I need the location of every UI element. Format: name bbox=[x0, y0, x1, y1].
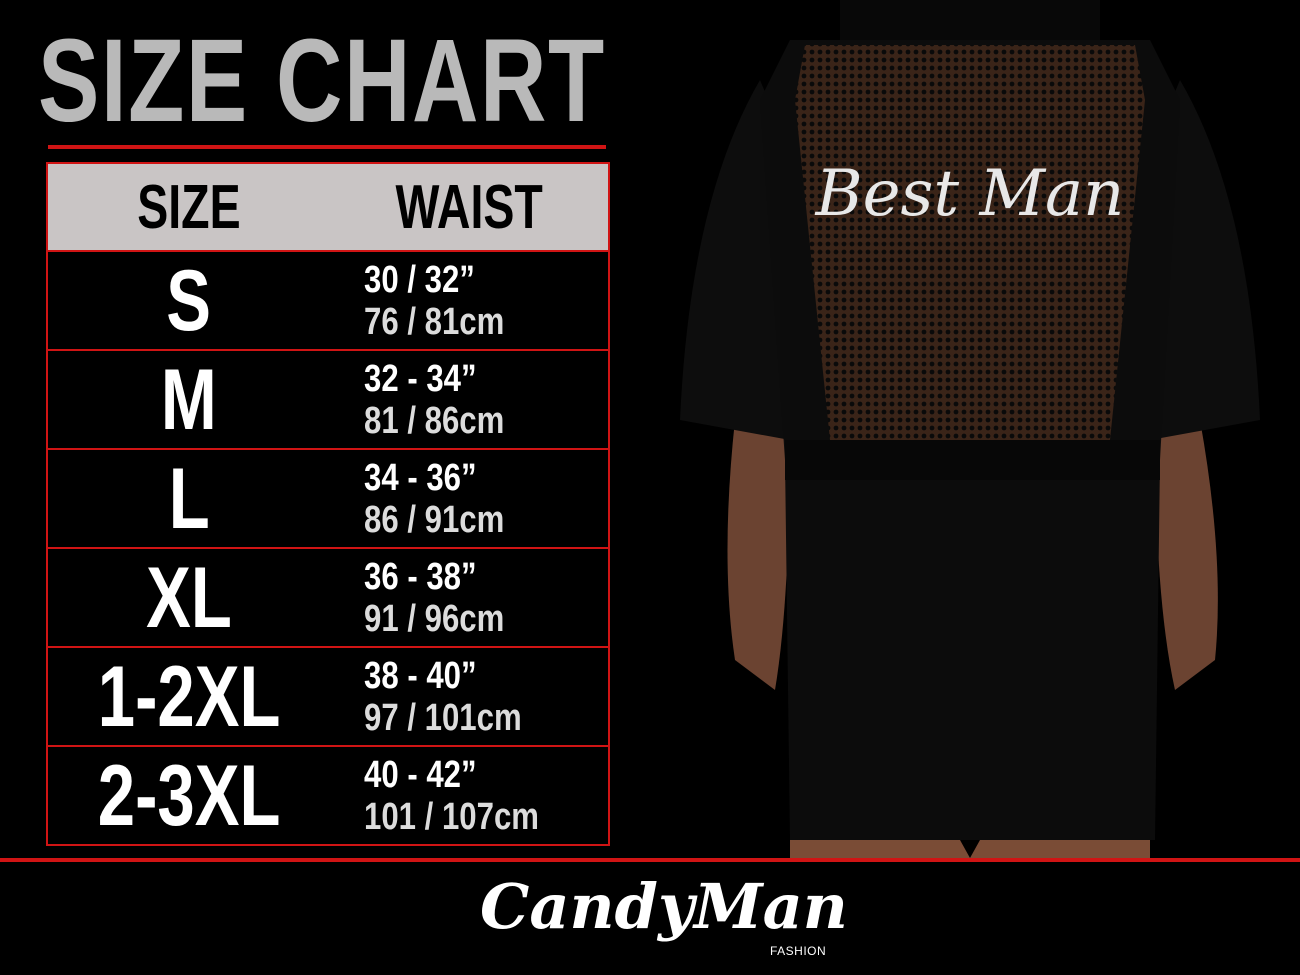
best-man-print: Best Man bbox=[815, 157, 1125, 231]
waist-cm: 91 / 96cm bbox=[364, 597, 505, 640]
brand-logo: CandyMan bbox=[480, 870, 848, 943]
waist-inches: 36 - 38” bbox=[364, 555, 477, 598]
waist-cell: 34 - 36” 86 / 91cm bbox=[364, 457, 504, 541]
size-value: 1-2XL bbox=[97, 648, 281, 745]
right-arm bbox=[1155, 420, 1218, 690]
waist-cell: 30 / 32” 76 / 81cm bbox=[364, 259, 504, 343]
table-row: S 30 / 32” 76 / 81cm bbox=[48, 252, 608, 351]
size-label: 2-3XL bbox=[48, 753, 330, 839]
table-row: L 34 - 36” 86 / 91cm bbox=[48, 450, 608, 549]
table-header: SIZE WAIST bbox=[48, 164, 608, 252]
size-value: L bbox=[168, 450, 210, 547]
waist-cm: 97 / 101cm bbox=[364, 696, 522, 739]
legs bbox=[790, 840, 1150, 858]
waist-cm: 81 / 86cm bbox=[364, 399, 505, 442]
waist-inches: 30 / 32” bbox=[364, 258, 475, 301]
title-divider bbox=[48, 145, 606, 149]
left-arm bbox=[727, 420, 790, 690]
size-value: 2-3XL bbox=[97, 747, 281, 844]
size-table: SIZE WAIST S 30 / 32” 76 / 81cm M 32 - 34”… bbox=[46, 162, 610, 846]
waist-cm: 76 / 81cm bbox=[364, 300, 505, 343]
waist-inches: 38 - 40” bbox=[364, 654, 477, 697]
size-value: XL bbox=[146, 549, 232, 646]
size-label: 1-2XL bbox=[48, 654, 330, 740]
brand-logo-sub: FASHION bbox=[770, 944, 827, 958]
waist-cm: 101 / 107cm bbox=[364, 795, 539, 838]
size-label: L bbox=[48, 456, 330, 542]
waist-cell: 38 - 40” 97 / 101cm bbox=[364, 655, 522, 739]
waist-inches: 40 - 42” bbox=[364, 753, 477, 796]
table-row: 2-3XL 40 - 42” 101 / 107cm bbox=[48, 747, 608, 844]
table-row: XL 36 - 38” 91 / 96cm bbox=[48, 549, 608, 648]
table-row: M 32 - 34” 81 / 86cm bbox=[48, 351, 608, 450]
size-value: S bbox=[166, 252, 212, 349]
size-value: M bbox=[161, 351, 217, 448]
robe-belt bbox=[785, 440, 1160, 480]
waist-cm: 86 / 91cm bbox=[364, 498, 505, 541]
size-label: M bbox=[48, 357, 330, 443]
waist-inches: 32 - 34” bbox=[364, 357, 477, 400]
size-label: S bbox=[48, 258, 330, 344]
waist-cell: 40 - 42” 101 / 107cm bbox=[364, 754, 539, 838]
waist-cell: 36 - 38” 91 / 96cm bbox=[364, 556, 504, 640]
waist-inches: 34 - 36” bbox=[364, 456, 477, 499]
footer-divider bbox=[0, 858, 1300, 862]
robe-mesh-panel bbox=[795, 45, 1145, 440]
robe-collar bbox=[840, 0, 1100, 40]
size-label: XL bbox=[48, 555, 330, 641]
waist-cell: 32 - 34” 81 / 86cm bbox=[364, 358, 504, 442]
product-photo: Best Man bbox=[680, 0, 1260, 858]
header-waist: WAIST bbox=[395, 172, 543, 242]
table-row: 1-2XL 38 - 40” 97 / 101cm bbox=[48, 648, 608, 747]
page-title: SIZE CHART bbox=[38, 15, 606, 147]
header-size: SIZE bbox=[137, 172, 241, 242]
